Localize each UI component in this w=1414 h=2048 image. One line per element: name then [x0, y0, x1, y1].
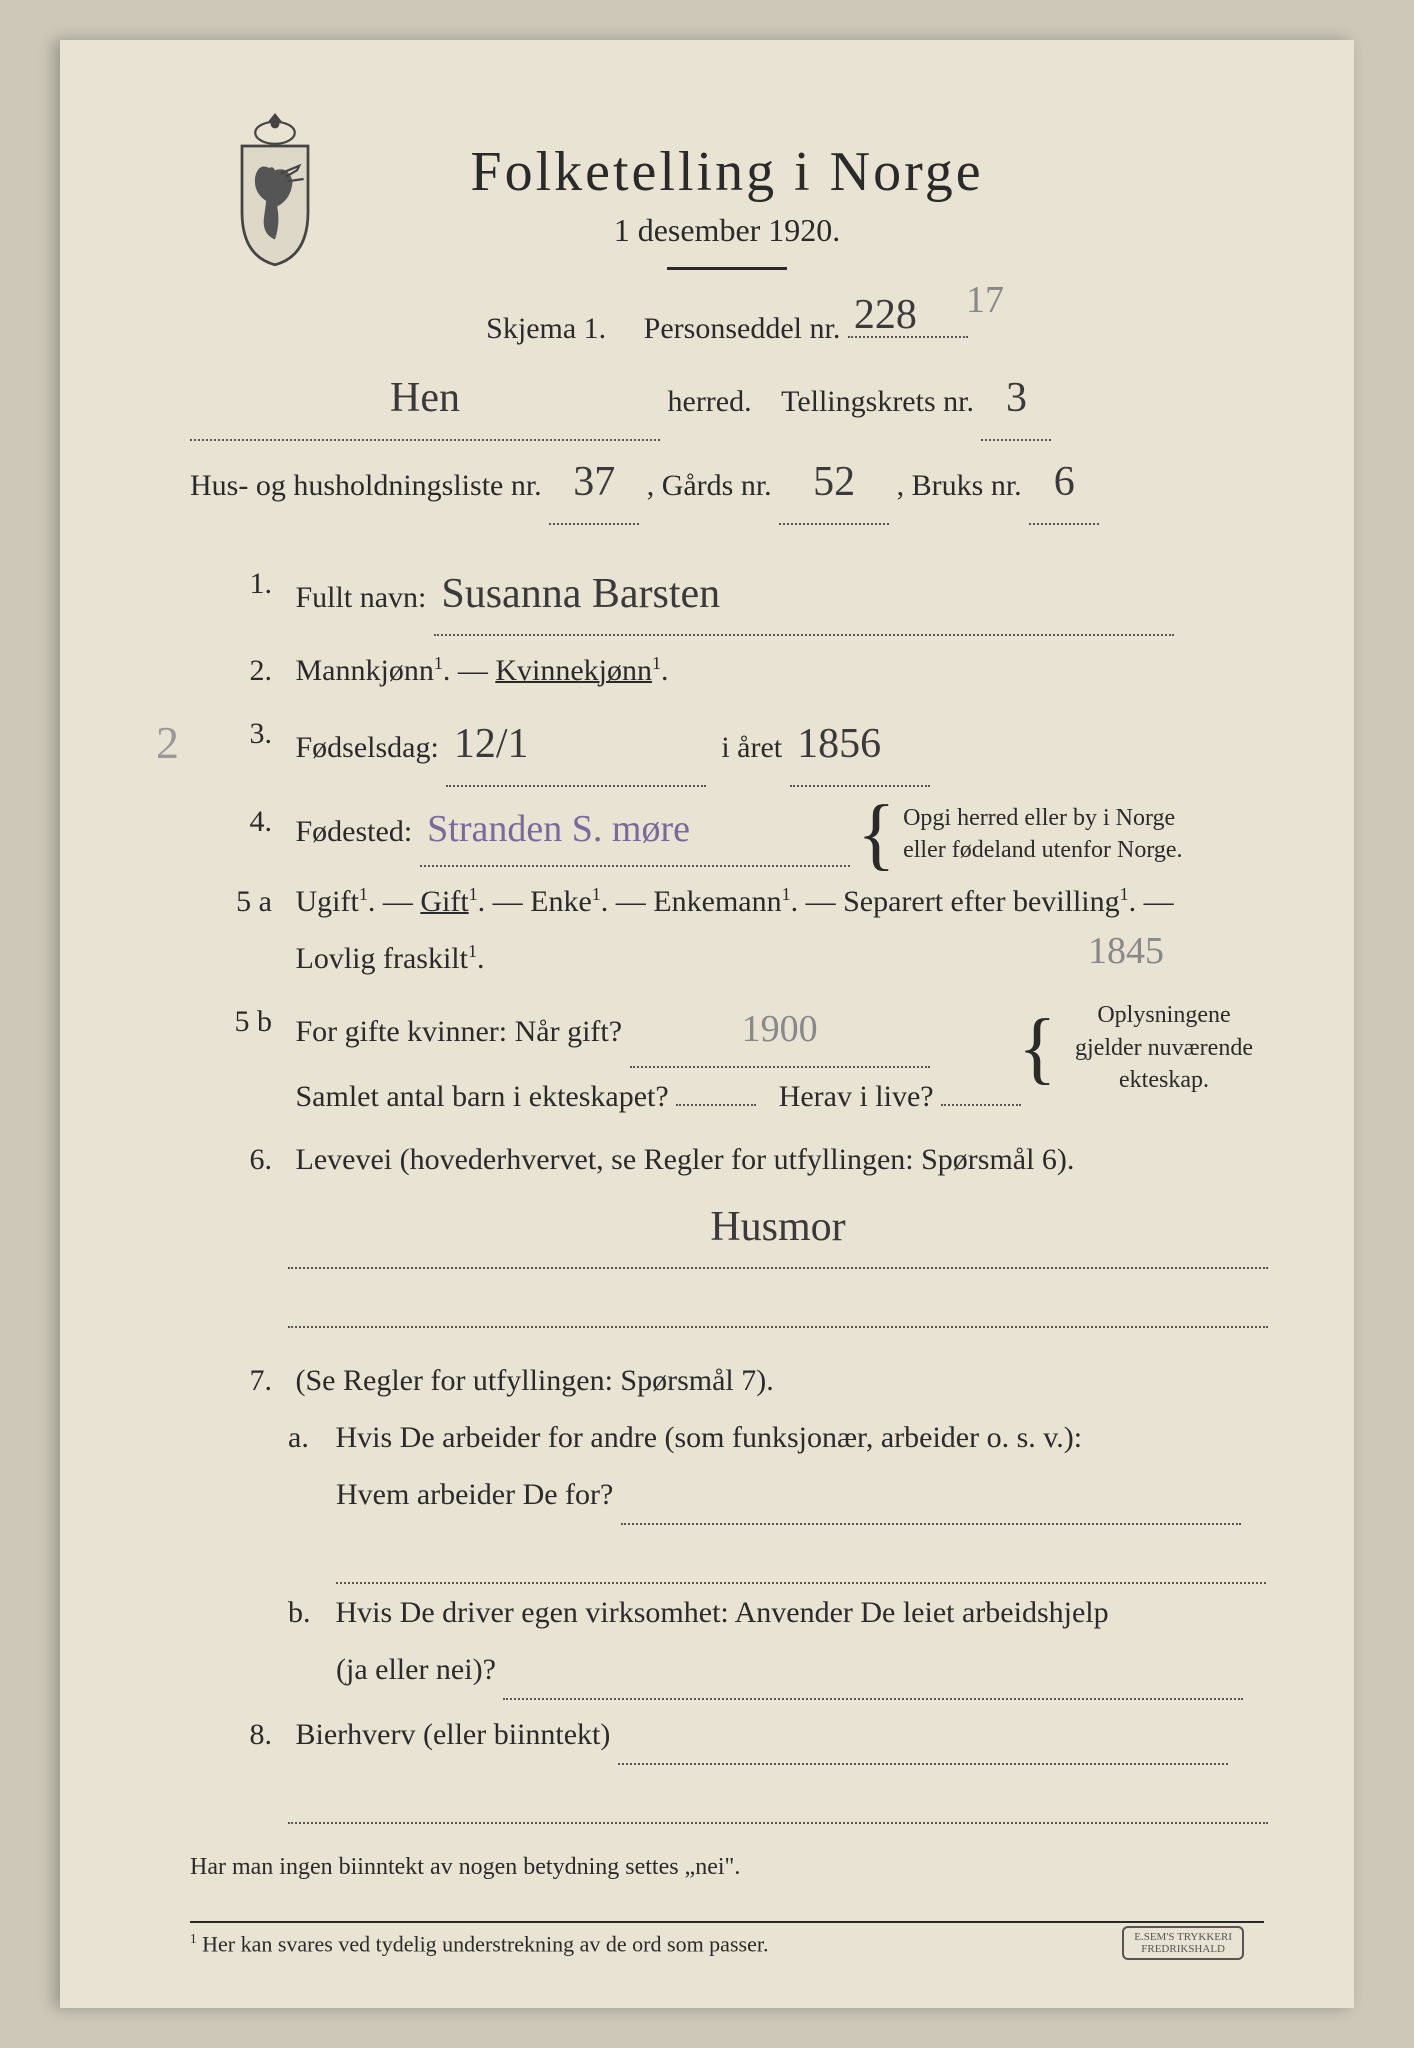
q3-margin-mark: 2	[156, 699, 179, 786]
q8-line: 8. Bierhverv (eller biinntekt)	[226, 1706, 1264, 1824]
q4-value: Stranden S. møre	[427, 808, 690, 850]
bruks-nr: 6	[1054, 443, 1075, 523]
bruks-label: , Bruks nr.	[897, 469, 1022, 502]
q3-line: 2 3. Fødselsdag: 12/1 i året 1856	[226, 705, 1264, 787]
q5a-gift: Gift	[420, 885, 468, 918]
q7a-line1: Hvis De arbeider for andre (som funksjon…	[336, 1421, 1083, 1454]
q8-num: 8.	[226, 1706, 272, 1763]
q1-num: 1.	[226, 555, 272, 612]
q4-num: 4.	[226, 793, 272, 850]
q5a-pencil-year: 1845	[1088, 915, 1164, 987]
hushold-line: Hus- og husholdningsliste nr. 37 , Gårds…	[190, 443, 1264, 525]
form-date: 1 desember 1920.	[190, 212, 1264, 249]
q4-label: Fødested:	[296, 815, 413, 848]
q2-mann: Mannkjønn	[296, 654, 434, 687]
q5a-separert: Separert efter bevilling	[843, 885, 1120, 918]
q5b-l2-left: Samlet antal barn i ekteskapet?	[296, 1080, 669, 1113]
q4-note2: eller fødeland utenfor Norge.	[903, 837, 1182, 863]
census-form-page: Folketelling i Norge 1 desember 1920. Sk…	[60, 40, 1354, 2008]
hushold-nr: 37	[573, 443, 615, 523]
q5a-ugift: Ugift	[296, 885, 359, 918]
q2-kvinne: Kvinnekjønn	[495, 654, 652, 687]
q7a-num: a.	[288, 1409, 328, 1466]
q6-num: 6.	[226, 1131, 272, 1188]
q7b-line1: Hvis De driver egen virksomhet: Anvender…	[336, 1596, 1109, 1629]
herred-name: Hen	[390, 359, 460, 439]
q3-num: 3.	[226, 705, 272, 762]
instruction-line: Har man ingen biinntekt av nogen betydni…	[190, 1854, 1264, 1881]
q6-line: 6. Levevei (hovederhvervet, se Regler fo…	[226, 1131, 1264, 1329]
q1-value: Susanna Barsten	[441, 555, 720, 635]
q8-label: Bierhverv (eller biinntekt)	[296, 1718, 611, 1751]
q5b-year-gift: 1900	[742, 993, 818, 1065]
q5a-num: 5 a	[226, 873, 272, 930]
coat-of-arms-icon	[220, 110, 330, 270]
q7-line: 7. (Se Regler for utfyllingen: Spørsmål …	[226, 1352, 1264, 1700]
pencil-17: 17	[966, 264, 1004, 336]
q7b-num: b.	[288, 1584, 328, 1641]
herred-line: Hen herred. Tellingskrets nr. 3	[190, 359, 1264, 441]
krets-label: Tellingskrets nr.	[781, 385, 974, 418]
brace-icon: {	[1018, 1024, 1056, 1072]
title-divider	[667, 267, 787, 270]
printer-stamp: E.SEM'S TRYKKERI FREDRIKSHALD	[1122, 1926, 1244, 1960]
q7-num: 7.	[226, 1352, 272, 1409]
gards-nr: 52	[813, 443, 855, 523]
q2-num: 2.	[226, 642, 272, 699]
q1-line: 1. Fullt navn: Susanna Barsten	[226, 555, 1264, 637]
q6-label: Levevei (hovederhvervet, se Regler for u…	[296, 1143, 1075, 1176]
gards-label: , Gårds nr.	[647, 469, 772, 502]
q5a-line: 5 a Ugift1. — Gift1. — Enke1. — Enkemann…	[226, 873, 1264, 987]
q2-line: 2. Mannkjønn1. — Kvinnekjønn1.	[226, 642, 1264, 699]
footnote-text: Her kan svares ved tydelig understreknin…	[202, 1932, 768, 1957]
q5a-fraskilt: Lovlig fraskilt	[296, 942, 468, 975]
krets-nr: 3	[1006, 359, 1027, 439]
form-title: Folketelling i Norge	[190, 140, 1264, 204]
q4-note1: Opgi herred eller by i Norge	[903, 805, 1175, 831]
stamp-line2: FREDRIKSHALD	[1134, 1943, 1232, 1955]
personseddel-label: Personseddel nr.	[644, 312, 841, 345]
q5b-l2-right: Herav i live?	[779, 1080, 934, 1113]
footnote: 1 Her kan svares ved tydelig understrekn…	[190, 1921, 1264, 1957]
q3-mid: i året	[721, 731, 782, 764]
q3-label: Fødselsdag:	[296, 731, 439, 764]
q7-label: (Se Regler for utfyllingen: Spørsmål 7).	[296, 1364, 774, 1397]
skjema-label: Skjema 1.	[486, 312, 606, 345]
q5a-enkemann: Enkemann	[653, 885, 781, 918]
q5b-note3: ekteskap.	[1119, 1067, 1209, 1093]
q1-label: Fullt navn:	[296, 581, 427, 614]
q6-value: Husmor	[710, 1188, 845, 1268]
q5b-line: 5 b For gifte kvinner: Når gift? 1900 Sa…	[226, 993, 1264, 1124]
stamp-line1: E.SEM'S TRYKKERI	[1134, 1931, 1232, 1943]
q5b-note2: gjelder nuværende	[1075, 1035, 1253, 1061]
q5a-enke: Enke	[530, 885, 592, 918]
q7a-line2: Hvem arbeider De for?	[336, 1478, 613, 1511]
q5b-note1: Oplysningene	[1097, 1002, 1230, 1028]
hushold-label: Hus- og husholdningsliste nr.	[190, 469, 542, 502]
personseddel-line: Skjema 1. Personseddel nr. 228 17	[190, 300, 1264, 357]
brace-icon: {	[857, 810, 895, 858]
form-header: Folketelling i Norge 1 desember 1920.	[190, 140, 1264, 270]
herred-label: herred.	[668, 385, 752, 418]
q5b-l1-left: For gifte kvinner: Når gift?	[296, 1015, 623, 1048]
q3-year: 1856	[797, 705, 881, 785]
personseddel-nr: 228	[854, 276, 917, 356]
q5b-num: 5 b	[226, 993, 272, 1050]
q7b-line2: (ja eller nei)?	[336, 1653, 496, 1686]
q4-line: 4. Fødested: Stranden S. møre { Opgi her…	[226, 793, 1264, 867]
q3-day: 12/1	[454, 705, 529, 785]
